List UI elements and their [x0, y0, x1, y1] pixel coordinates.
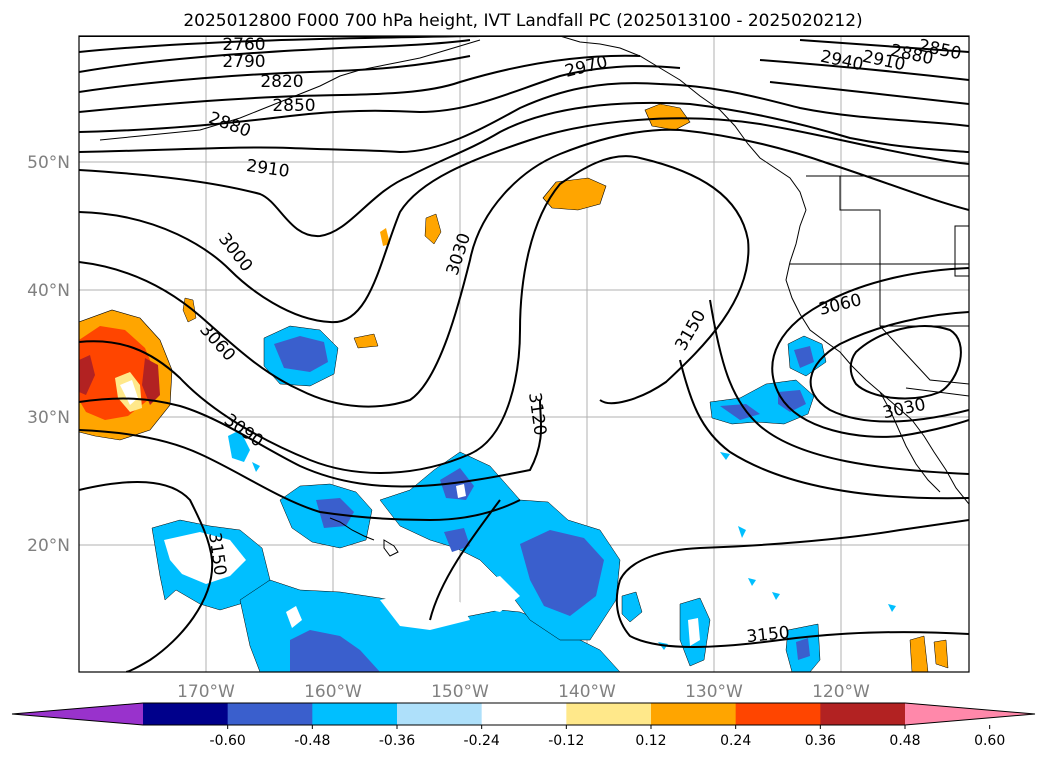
colorbar-segment: [312, 703, 398, 725]
lat-label-40n: 40°N: [27, 281, 70, 301]
longitude-labels: 170°W 160°W 150°W 140°W 130°W 120°W: [177, 682, 870, 702]
colorbar: -0.60 -0.48 -0.36 -0.24 -0.12 0.12 0.24 0.36 0.4…: [11, 702, 1036, 749]
colorbar-outline: [11, 702, 1036, 726]
contour-label: 2850: [272, 96, 315, 116]
contour-label: 2760: [222, 35, 265, 55]
lon-label-120w: 120°W: [812, 682, 870, 702]
contour-label: 2820: [260, 72, 303, 92]
colorbar-segment: [397, 703, 483, 725]
contour-labels: 2760 2790 2820 2850 2880 2910 2970 3000 …: [195, 35, 963, 647]
colorbar-tick-label: -0.12: [548, 733, 584, 749]
lon-label-140w: 140°W: [558, 682, 616, 702]
map-area: 2760 2790 2820 2850 2880 2910 2970 3000 …: [79, 35, 969, 672]
colorbar-tick-label: -0.24: [464, 733, 500, 749]
latitude-labels: 50°N 40°N 30°N 20°N: [27, 153, 70, 556]
colorbar-tick-label: 0.48: [889, 733, 920, 749]
coastlines: [99, 36, 969, 557]
lon-label-130w: 130°W: [685, 682, 743, 702]
lon-label-170w: 170°W: [177, 682, 235, 702]
colorbar-tick-label: -0.48: [294, 733, 330, 749]
colorbar-tick-label: 0.12: [635, 733, 666, 749]
colorbar-segment: [227, 703, 313, 725]
lon-label-150w: 150°W: [431, 682, 489, 702]
figure-title: 2025012800 F000 700 hPa height, IVT Land…: [183, 11, 862, 31]
colorbar-segment: [820, 703, 906, 725]
lat-label-20n: 20°N: [27, 536, 70, 556]
height-contours: [79, 36, 969, 672]
colorbar-segment: [143, 703, 229, 725]
colorbar-segment: [735, 703, 821, 725]
contour-label: 2790: [222, 52, 265, 72]
colorbar-segment: [566, 703, 652, 725]
colorbar-tick-label: -0.36: [379, 733, 415, 749]
colorbar-extend-high: [905, 703, 1035, 725]
contour-label: 3150: [746, 623, 791, 647]
lat-label-50n: 50°N: [27, 153, 70, 173]
lat-label-30n: 30°N: [27, 408, 70, 428]
colorbar-tick-label: 0.24: [720, 733, 751, 749]
colorbar-extend-low: [12, 703, 143, 725]
map-frame: [78, 35, 970, 673]
colorbar-segment: [481, 703, 567, 725]
lon-label-160w: 160°W: [304, 682, 362, 702]
colorbar-segment: [651, 703, 737, 725]
colorbar-tick-label: 0.60: [974, 733, 1005, 749]
colorbar-tick-label: 0.36: [805, 733, 836, 749]
colorbar-tick-label: -0.60: [210, 733, 246, 749]
